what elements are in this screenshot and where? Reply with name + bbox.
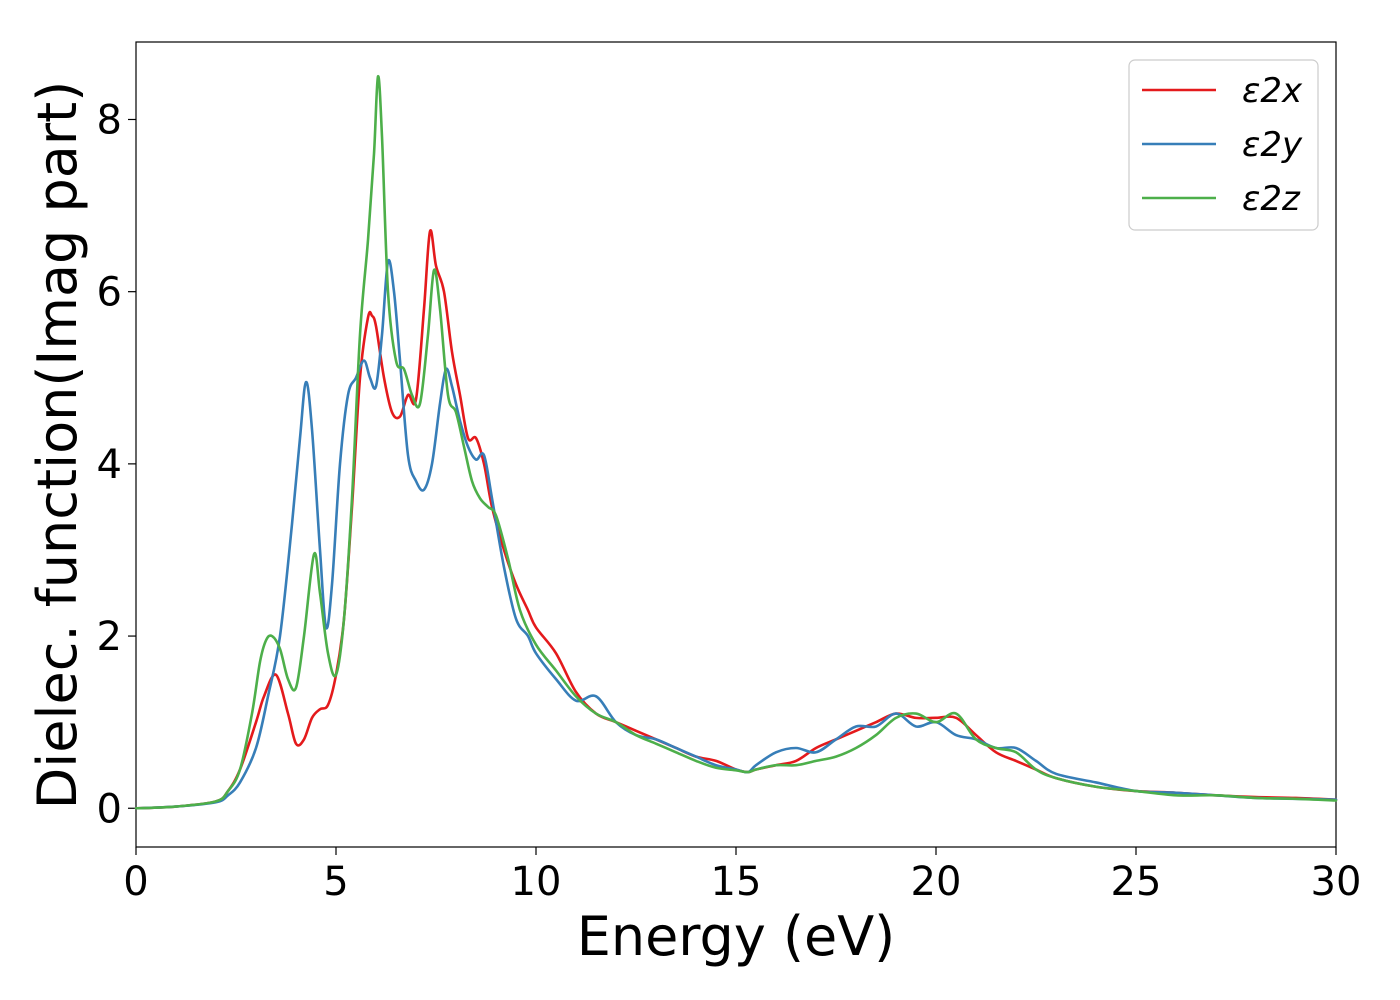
x-axis-label: Energy (eV) [577,905,896,968]
x-tick-label: 30 [1311,859,1362,905]
x-tick-label: 20 [911,859,962,905]
legend-box [1128,59,1319,231]
series-line-1 [134,229,1338,810]
legend-label-2: ε2y [1242,125,1303,165]
legend: ε2x ε2y ε2z [1128,59,1319,231]
y-tick-label: 0 [97,786,122,832]
x-tick-label: 25 [1111,859,1162,905]
legend-label-1: ε2x [1242,71,1303,111]
y-tick-label: 4 [97,442,122,488]
series-line-3 [134,75,1338,810]
series-line-2 [134,258,1338,810]
y-tick-label: 6 [97,270,122,316]
x-tick-label: 5 [323,859,348,905]
x-tick-label: 15 [711,859,762,905]
series-lines [134,75,1338,810]
x-axis: 0 5 10 15 20 25 30 [123,847,1361,905]
y-tick-label: 2 [97,614,122,660]
x-tick-label: 10 [511,859,562,905]
x-tick-label: 0 [123,859,148,905]
y-axis-label: Dielec. function(Imag part) [26,81,89,810]
y-tick-label: 8 [97,97,122,143]
y-axis: 0 2 4 6 8 [97,97,136,832]
legend-label-3: ε2z [1242,179,1301,219]
